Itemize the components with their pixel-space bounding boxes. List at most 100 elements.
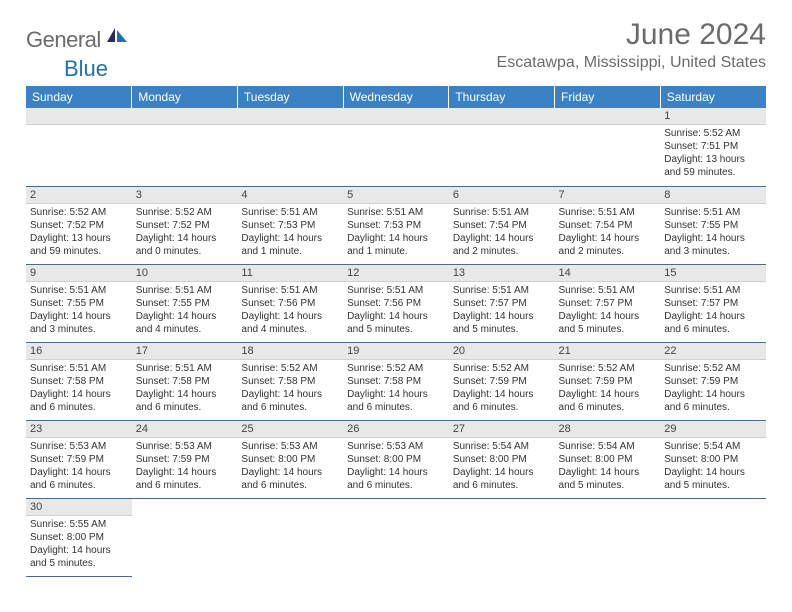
empty-day-header <box>555 108 661 125</box>
calendar-cell <box>555 498 661 576</box>
sunrise-text: Sunrise: 5:52 AM <box>241 362 339 375</box>
daylight-text: Daylight: 14 hours and 0 minutes. <box>136 232 234 258</box>
daylight-text: Daylight: 14 hours and 5 minutes. <box>664 466 762 492</box>
sunset-text: Sunset: 8:00 PM <box>664 453 762 466</box>
sunrise-text: Sunrise: 5:51 AM <box>30 362 128 375</box>
day-number: 12 <box>343 265 449 282</box>
sunrise-text: Sunrise: 5:53 AM <box>136 440 234 453</box>
day-number: 18 <box>237 343 343 360</box>
daylight-text: Daylight: 14 hours and 6 minutes. <box>30 466 128 492</box>
sunset-text: Sunset: 7:57 PM <box>559 297 657 310</box>
brand-logo: General <box>26 26 131 53</box>
sunrise-text: Sunrise: 5:53 AM <box>30 440 128 453</box>
daylight-text: Daylight: 14 hours and 4 minutes. <box>136 310 234 336</box>
sunset-text: Sunset: 7:59 PM <box>136 453 234 466</box>
sunset-text: Sunset: 7:55 PM <box>30 297 128 310</box>
day-number: 10 <box>132 265 238 282</box>
daylight-text: Daylight: 14 hours and 5 minutes. <box>453 310 551 336</box>
daylight-text: Daylight: 14 hours and 6 minutes. <box>136 388 234 414</box>
day-number: 3 <box>132 187 238 204</box>
sunrise-text: Sunrise: 5:52 AM <box>664 127 762 140</box>
calendar-cell: 3Sunrise: 5:52 AMSunset: 7:52 PMDaylight… <box>132 186 238 264</box>
day-number: 27 <box>449 421 555 438</box>
day-details: Sunrise: 5:51 AMSunset: 7:57 PMDaylight:… <box>449 282 555 339</box>
day-number: 17 <box>132 343 238 360</box>
day-details: Sunrise: 5:53 AMSunset: 8:00 PMDaylight:… <box>237 438 343 495</box>
sunset-text: Sunset: 8:00 PM <box>453 453 551 466</box>
day-header: Monday <box>132 86 238 108</box>
day-details: Sunrise: 5:52 AMSunset: 7:59 PMDaylight:… <box>555 360 661 417</box>
sunrise-text: Sunrise: 5:51 AM <box>347 206 445 219</box>
calendar-cell: 21Sunrise: 5:52 AMSunset: 7:59 PMDayligh… <box>555 342 661 420</box>
sunrise-text: Sunrise: 5:51 AM <box>453 284 551 297</box>
daylight-text: Daylight: 14 hours and 6 minutes. <box>453 466 551 492</box>
day-header: Sunday <box>26 86 132 108</box>
day-number: 13 <box>449 265 555 282</box>
calendar-cell <box>555 108 661 186</box>
sunset-text: Sunset: 7:58 PM <box>241 375 339 388</box>
day-number: 26 <box>343 421 449 438</box>
calendar-row: 30Sunrise: 5:55 AMSunset: 8:00 PMDayligh… <box>26 498 766 576</box>
daylight-text: Daylight: 14 hours and 2 minutes. <box>559 232 657 258</box>
day-number: 7 <box>555 187 661 204</box>
day-header: Wednesday <box>343 86 449 108</box>
empty-day-header <box>132 108 238 125</box>
calendar-cell: 20Sunrise: 5:52 AMSunset: 7:59 PMDayligh… <box>449 342 555 420</box>
daylight-text: Daylight: 14 hours and 5 minutes. <box>30 544 128 570</box>
calendar-cell <box>132 498 238 576</box>
daylight-text: Daylight: 14 hours and 6 minutes. <box>453 388 551 414</box>
sunset-text: Sunset: 7:58 PM <box>347 375 445 388</box>
day-details: Sunrise: 5:51 AMSunset: 7:55 PMDaylight:… <box>26 282 132 339</box>
day-header: Tuesday <box>237 86 343 108</box>
sunrise-text: Sunrise: 5:54 AM <box>559 440 657 453</box>
sunrise-text: Sunrise: 5:51 AM <box>136 362 234 375</box>
day-number: 8 <box>660 187 766 204</box>
day-details: Sunrise: 5:51 AMSunset: 7:56 PMDaylight:… <box>237 282 343 339</box>
calendar-cell: 28Sunrise: 5:54 AMSunset: 8:00 PMDayligh… <box>555 420 661 498</box>
calendar-cell: 24Sunrise: 5:53 AMSunset: 7:59 PMDayligh… <box>132 420 238 498</box>
day-header: Saturday <box>660 86 766 108</box>
day-number: 21 <box>555 343 661 360</box>
calendar-row: 1Sunrise: 5:52 AMSunset: 7:51 PMDaylight… <box>26 108 766 186</box>
calendar-cell <box>343 498 449 576</box>
calendar-cell: 26Sunrise: 5:53 AMSunset: 8:00 PMDayligh… <box>343 420 449 498</box>
day-details: Sunrise: 5:52 AMSunset: 7:59 PMDaylight:… <box>449 360 555 417</box>
day-number: 1 <box>660 108 766 125</box>
calendar-cell: 8Sunrise: 5:51 AMSunset: 7:55 PMDaylight… <box>660 186 766 264</box>
day-details: Sunrise: 5:53 AMSunset: 7:59 PMDaylight:… <box>132 438 238 495</box>
calendar-cell: 9Sunrise: 5:51 AMSunset: 7:55 PMDaylight… <box>26 264 132 342</box>
calendar-cell: 11Sunrise: 5:51 AMSunset: 7:56 PMDayligh… <box>237 264 343 342</box>
sunrise-text: Sunrise: 5:55 AM <box>30 518 128 531</box>
sunrise-text: Sunrise: 5:53 AM <box>347 440 445 453</box>
day-number: 25 <box>237 421 343 438</box>
daylight-text: Daylight: 14 hours and 5 minutes. <box>559 466 657 492</box>
day-number: 15 <box>660 265 766 282</box>
sail-icon <box>105 26 129 49</box>
sunset-text: Sunset: 7:59 PM <box>30 453 128 466</box>
calendar-cell <box>26 108 132 186</box>
sunrise-text: Sunrise: 5:51 AM <box>664 206 762 219</box>
day-details: Sunrise: 5:52 AMSunset: 7:58 PMDaylight:… <box>343 360 449 417</box>
day-details: Sunrise: 5:51 AMSunset: 7:57 PMDaylight:… <box>555 282 661 339</box>
daylight-text: Daylight: 14 hours and 1 minute. <box>347 232 445 258</box>
sunset-text: Sunset: 8:00 PM <box>241 453 339 466</box>
day-number: 4 <box>237 187 343 204</box>
calendar-cell <box>660 498 766 576</box>
day-number: 28 <box>555 421 661 438</box>
sunset-text: Sunset: 7:54 PM <box>453 219 551 232</box>
daylight-text: Daylight: 14 hours and 6 minutes. <box>136 466 234 492</box>
calendar-row: 16Sunrise: 5:51 AMSunset: 7:58 PMDayligh… <box>26 342 766 420</box>
day-details: Sunrise: 5:51 AMSunset: 7:55 PMDaylight:… <box>132 282 238 339</box>
calendar-cell: 30Sunrise: 5:55 AMSunset: 8:00 PMDayligh… <box>26 498 132 576</box>
sunrise-text: Sunrise: 5:54 AM <box>453 440 551 453</box>
sunrise-text: Sunrise: 5:51 AM <box>30 284 128 297</box>
sunrise-text: Sunrise: 5:51 AM <box>559 284 657 297</box>
calendar-cell: 15Sunrise: 5:51 AMSunset: 7:57 PMDayligh… <box>660 264 766 342</box>
sunrise-text: Sunrise: 5:52 AM <box>559 362 657 375</box>
sunrise-text: Sunrise: 5:51 AM <box>664 284 762 297</box>
day-number: 24 <box>132 421 238 438</box>
sunset-text: Sunset: 8:00 PM <box>347 453 445 466</box>
daylight-text: Daylight: 14 hours and 6 minutes. <box>347 388 445 414</box>
sunrise-text: Sunrise: 5:51 AM <box>453 206 551 219</box>
calendar-cell: 16Sunrise: 5:51 AMSunset: 7:58 PMDayligh… <box>26 342 132 420</box>
